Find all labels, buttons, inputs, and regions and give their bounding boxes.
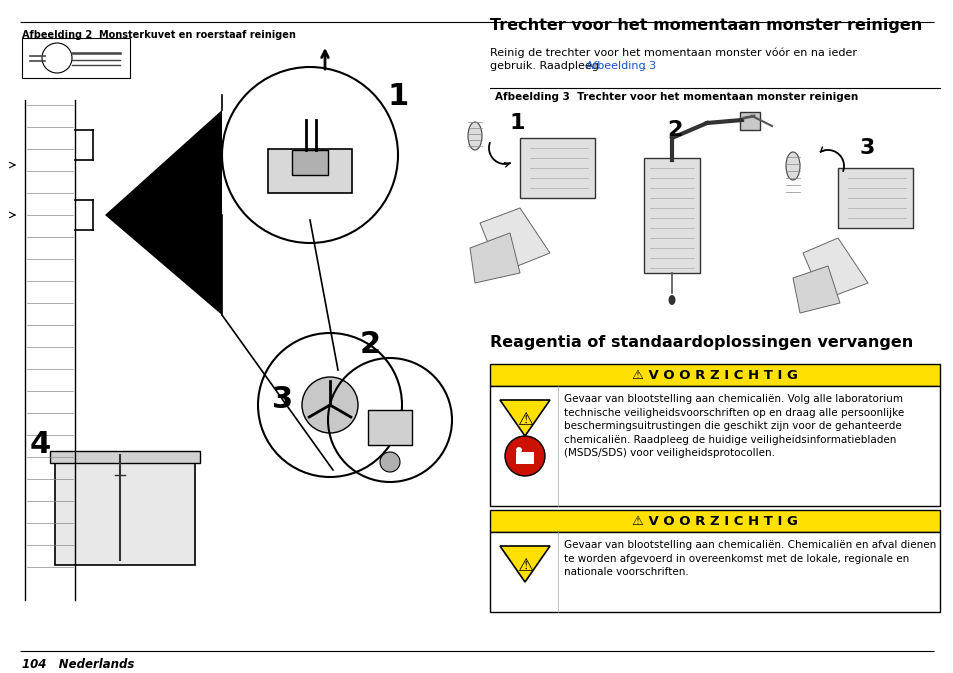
Text: 2: 2 (359, 330, 381, 359)
FancyBboxPatch shape (516, 452, 534, 464)
Ellipse shape (785, 152, 800, 180)
FancyBboxPatch shape (268, 149, 352, 193)
Circle shape (504, 436, 544, 476)
Text: Afbeelding 3: Afbeelding 3 (585, 61, 656, 71)
FancyBboxPatch shape (50, 451, 200, 463)
Polygon shape (792, 266, 840, 313)
Text: ⚠ V O O R Z I C H T I G: ⚠ V O O R Z I C H T I G (632, 514, 797, 528)
Text: 3: 3 (272, 385, 293, 414)
Text: 4: 4 (30, 430, 51, 459)
Ellipse shape (468, 122, 481, 150)
FancyBboxPatch shape (740, 112, 760, 130)
Text: gebruik. Raadpleeg: gebruik. Raadpleeg (490, 61, 601, 71)
Circle shape (302, 377, 357, 433)
Text: 1: 1 (388, 82, 409, 111)
FancyBboxPatch shape (490, 364, 939, 386)
FancyBboxPatch shape (368, 410, 412, 445)
Text: Reagentia of standaardoplossingen vervangen: Reagentia of standaardoplossingen vervan… (490, 335, 912, 350)
FancyBboxPatch shape (837, 168, 912, 228)
Polygon shape (470, 233, 519, 283)
Text: Afbeelding 2  Monsterkuvet en roerstaaf reinigen: Afbeelding 2 Monsterkuvet en roerstaaf r… (22, 30, 295, 40)
Text: ⚠: ⚠ (517, 411, 533, 429)
Ellipse shape (668, 295, 675, 305)
FancyBboxPatch shape (643, 158, 700, 273)
FancyBboxPatch shape (490, 532, 939, 612)
Text: ⚠ V O O R Z I C H T I G: ⚠ V O O R Z I C H T I G (632, 369, 797, 382)
Text: 2: 2 (666, 120, 681, 140)
Polygon shape (499, 400, 550, 436)
Polygon shape (499, 546, 550, 582)
Polygon shape (479, 208, 550, 273)
FancyBboxPatch shape (519, 138, 595, 198)
Text: Gevaar van blootstelling aan chemicaliën. Volg alle laboratorium
technische veil: Gevaar van blootstelling aan chemicaliën… (563, 394, 903, 458)
Text: Trechter voor het momentaan monster reinigen: Trechter voor het momentaan monster rein… (490, 18, 922, 33)
Text: 3: 3 (859, 138, 875, 158)
Polygon shape (105, 110, 222, 315)
FancyBboxPatch shape (55, 455, 194, 565)
FancyBboxPatch shape (490, 510, 939, 532)
FancyBboxPatch shape (490, 386, 939, 506)
Text: Afbeelding 3  Trechter voor het momentaan monster reinigen: Afbeelding 3 Trechter voor het momentaan… (495, 92, 858, 102)
Circle shape (379, 452, 399, 472)
FancyBboxPatch shape (22, 38, 130, 78)
Polygon shape (802, 238, 867, 300)
FancyBboxPatch shape (292, 150, 328, 175)
Text: .: . (642, 61, 646, 71)
Circle shape (516, 447, 521, 453)
Text: 104   Nederlands: 104 Nederlands (22, 658, 134, 671)
Text: 1: 1 (510, 113, 525, 133)
Text: ⚠: ⚠ (517, 557, 533, 575)
Text: Reinig de trechter voor het momentaan monster vóór en na ieder: Reinig de trechter voor het momentaan mo… (490, 48, 856, 59)
Text: Gevaar van blootstelling aan chemicaliën. Chemicaliën en afval dienen
te worden : Gevaar van blootstelling aan chemicaliën… (563, 540, 935, 577)
